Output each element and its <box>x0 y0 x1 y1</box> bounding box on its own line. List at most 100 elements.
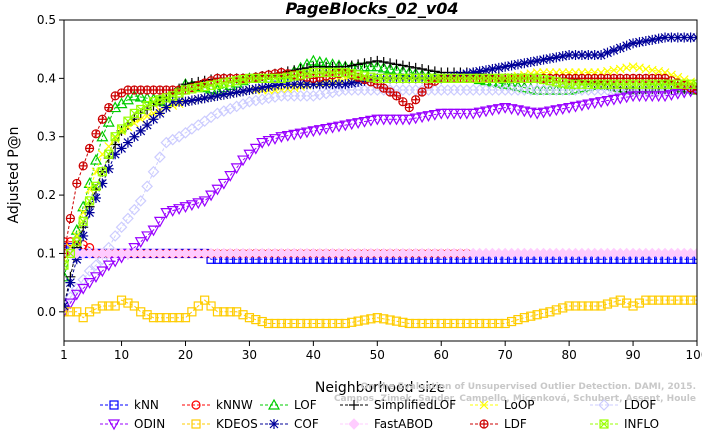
legend-label-ldof: LDOF <box>624 398 656 412</box>
point-kdeos-14 <box>142 310 152 320</box>
y-axis-title: Adjusted P@n <box>6 126 22 223</box>
point-kdeos-48 <box>359 315 370 325</box>
legend-item-kdeos: KDEOS <box>182 417 258 431</box>
point-kdeos-91 <box>634 298 645 308</box>
point-ldof-1 <box>64 300 70 312</box>
point-kdeos-54 <box>398 317 408 327</box>
point-kdeos-4 <box>78 313 88 323</box>
point-lof-10 <box>115 97 128 109</box>
point-cof-19 <box>174 96 185 107</box>
point-odin-76 <box>537 107 550 119</box>
point-odin-57 <box>416 112 429 124</box>
point-odin-72 <box>511 105 524 117</box>
point-odin-63 <box>454 108 467 120</box>
point-kdeos-40 <box>308 318 318 329</box>
point-kdeos-69 <box>494 318 504 329</box>
legend-marker-cof <box>269 419 279 429</box>
legend-label-lof: LOF <box>294 398 317 412</box>
point-odin-54 <box>396 114 409 126</box>
point-kdeos-16 <box>155 313 165 323</box>
point-simplifiedlof-51 <box>378 57 389 68</box>
point-kdeos-42 <box>321 318 331 329</box>
point-simplifiedlof-48 <box>359 58 370 69</box>
legend-item-odin: ODIN <box>100 417 165 431</box>
point-odin-81 <box>569 101 582 113</box>
legend-marker-knn <box>109 400 119 410</box>
legend-marker-ldof <box>598 399 610 411</box>
point-odin-90 <box>627 91 640 103</box>
point-loop-9 <box>110 134 120 144</box>
point-inflo-9 <box>110 132 120 142</box>
point-kdeos-46 <box>347 317 357 327</box>
point-ldof-7 <box>96 253 109 266</box>
point-cof-15 <box>148 114 159 125</box>
point-kdeos-51 <box>379 314 389 324</box>
point-kdeos-74 <box>526 311 536 321</box>
point-odin-12 <box>128 243 141 254</box>
point-cof-79 <box>557 51 568 62</box>
point-cof-47 <box>353 76 364 87</box>
point-kdeos-82 <box>577 301 587 311</box>
series-line-odin <box>64 89 697 313</box>
point-kdeos-97 <box>673 295 683 305</box>
point-odin-28 <box>230 163 243 175</box>
legend-item-inflo: INFLO <box>590 417 659 431</box>
point-ldf-3 <box>72 178 82 189</box>
point-odin-94 <box>652 91 665 103</box>
point-kdeos-68 <box>487 318 497 329</box>
point-kdeos-36 <box>283 318 293 329</box>
point-fastabod-100 <box>691 247 697 260</box>
legend-marker-inflo <box>599 419 609 429</box>
point-kdeos-98 <box>679 295 689 305</box>
point-cof-93 <box>647 34 658 45</box>
point-lof-11 <box>121 93 134 105</box>
point-kdeos-73 <box>519 313 529 323</box>
series-line-ldof <box>64 89 697 307</box>
point-inflo-4 <box>78 216 88 226</box>
point-kdeos-38 <box>295 318 306 329</box>
point-odin-92 <box>639 91 652 103</box>
point-kdeos-100 <box>692 295 697 305</box>
point-simplifiedlof-56 <box>410 62 421 73</box>
watermark-line-1: Campos, Zimek, Sander, Campello, Micenko… <box>334 394 696 404</box>
point-simplifiedlof-46 <box>346 60 357 71</box>
point-cof-86 <box>602 47 613 58</box>
point-lof-70 <box>499 77 512 89</box>
series-inflo <box>64 67 697 270</box>
point-cof-39 <box>301 79 312 90</box>
point-odin-85 <box>595 97 608 108</box>
point-odin-56 <box>409 113 422 125</box>
point-cof-91 <box>634 37 645 48</box>
point-inflo-3 <box>72 237 82 247</box>
point-cof-34 <box>270 80 280 91</box>
point-kdeos-56 <box>411 318 421 329</box>
point-cof-78 <box>551 52 562 63</box>
point-ldof-41 <box>313 88 326 101</box>
point-odin-48 <box>358 116 371 128</box>
point-kdeos-66 <box>475 318 485 329</box>
point-odin-82 <box>575 100 588 112</box>
point-odin-53 <box>390 114 403 126</box>
point-ldof-14 <box>141 180 153 193</box>
point-cof-73 <box>519 58 530 69</box>
point-cof-66 <box>474 66 485 77</box>
point-ldf-50 <box>372 79 382 89</box>
legend-marker-simplifiedlof <box>349 400 359 410</box>
point-ldof-28 <box>230 100 243 113</box>
point-kdeos-55 <box>404 318 414 329</box>
point-odin-84 <box>588 98 601 110</box>
point-kdeos-35 <box>276 318 286 329</box>
point-cof-29 <box>238 86 249 97</box>
y-tick-label-2: 0.2 <box>37 188 56 202</box>
point-cof-18 <box>167 96 178 107</box>
point-simplifiedlof-4 <box>78 222 89 233</box>
legend-label-loop: LoOP <box>504 398 535 412</box>
point-cof-88 <box>615 43 626 54</box>
point-odin-37 <box>288 129 301 141</box>
point-cof-41 <box>314 79 325 90</box>
x-tick-label-30: 30 <box>242 348 257 362</box>
x-tick-label-50: 50 <box>370 348 385 362</box>
point-inflo-11 <box>123 116 133 126</box>
point-kdeos-81 <box>570 301 581 311</box>
point-odin-18 <box>166 206 179 217</box>
